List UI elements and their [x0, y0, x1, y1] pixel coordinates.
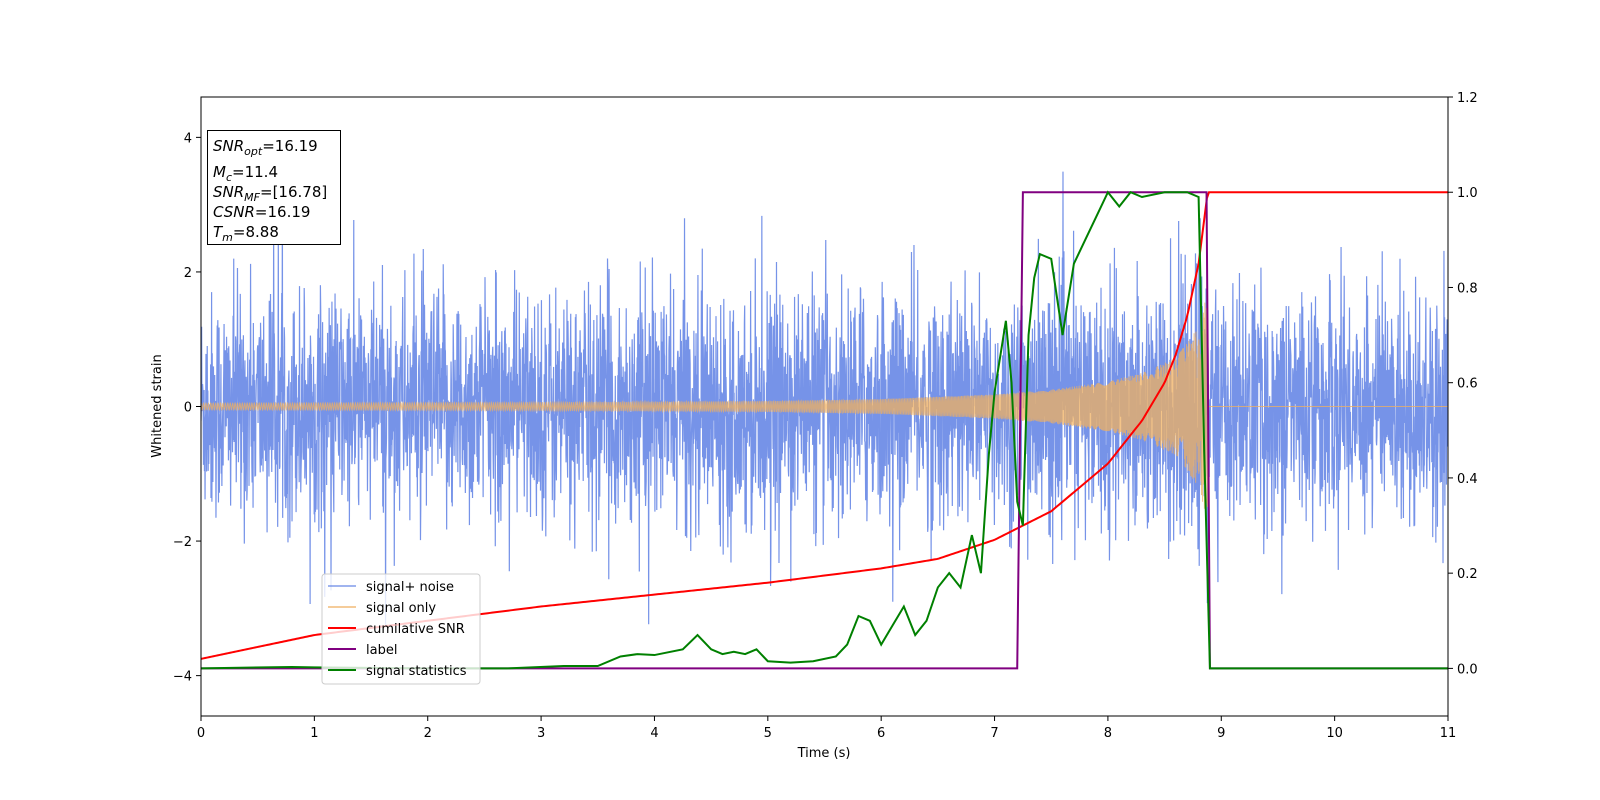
legend: signal+ noise signal only cumilative SNR la… [321, 573, 481, 685]
snr-mf-text: SNRMF=[16.78] [213, 183, 328, 204]
x-axis: 0 1 2 3 4 5 6 7 8 9 10 11 [197, 716, 1456, 741]
y-axis-label: Whitened strain [150, 354, 165, 457]
snr-opt-text: SNRopt=16.19 [213, 137, 318, 158]
x-tick-label: 2 [424, 726, 432, 741]
y2-tick-label: 0.4 [1457, 472, 1478, 487]
series-signal-only-line [201, 302, 1448, 509]
y2-tick-label: 0.6 [1457, 377, 1478, 392]
y-tick-label: −4 [173, 670, 192, 685]
legend-label: signal statistics [366, 664, 467, 679]
x-tick-label: 10 [1326, 726, 1343, 741]
x-tick-label: 0 [197, 726, 205, 741]
y2-tick-label: 0.2 [1457, 567, 1478, 582]
y2-tick-label: 1.2 [1457, 91, 1478, 106]
x-tick-label: 8 [1104, 726, 1112, 741]
y-axis-right: 0.0 0.2 0.4 0.6 0.8 1.0 1.2 [1448, 91, 1478, 677]
y-tick-label: −2 [173, 535, 192, 550]
y-tick-label: 0 [184, 401, 192, 416]
legend-box [321, 573, 481, 685]
x-tick-label: 1 [310, 726, 318, 741]
x-tick-label: 7 [990, 726, 998, 741]
y2-tick-label: 0.8 [1457, 281, 1478, 296]
csnr-text: CSNR=16.19 [213, 203, 311, 221]
legend-label: label [366, 643, 397, 658]
x-tick-label: 4 [650, 726, 658, 741]
legend-label: cumilative SNR [366, 622, 465, 637]
legend-label: signal+ noise [366, 580, 454, 595]
y2-tick-label: 0.0 [1457, 662, 1478, 677]
y2-tick-label: 1.0 [1457, 186, 1478, 201]
x-axis-label: Time (s) [797, 746, 851, 761]
x-tick-label: 3 [537, 726, 545, 741]
merger-time-text: Tm=8.88 [213, 223, 279, 244]
snr-info-box: SNRopt=16.19 Mc=11.4 SNRMF=[16.78] CSNR=… [207, 130, 341, 245]
x-tick-label: 5 [764, 726, 772, 741]
y-tick-label: 4 [184, 131, 192, 146]
x-tick-label: 11 [1440, 726, 1457, 741]
x-tick-label: 6 [877, 726, 885, 741]
series-signal-noise-line [201, 171, 1448, 625]
x-tick-label: 9 [1217, 726, 1225, 741]
series-signal-statistics-line [201, 190, 1448, 670]
legend-label: signal only [366, 601, 436, 616]
y-axis-left: −4 −2 0 2 4 [173, 131, 201, 685]
chirp-mass-text: Mc=11.4 [213, 163, 278, 184]
y-tick-label: 2 [184, 266, 192, 281]
